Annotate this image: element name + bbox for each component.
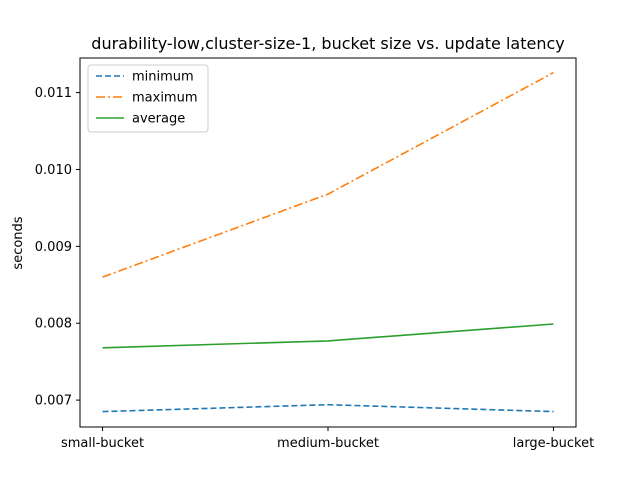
y-tick-label: 0.009: [35, 240, 72, 255]
series-line-minimum: [102, 403, 554, 413]
legend-label-maximum: maximum: [132, 91, 198, 106]
series-line-average: [102, 323, 554, 349]
x-tick-label: large-bucket: [513, 436, 594, 451]
axes-layer: small-bucket medium-bucket large-bucket 0.0…: [35, 57, 594, 451]
y-axis-label: seconds: [11, 216, 26, 269]
legend-box: [87, 64, 209, 133]
x-tick-label: small-bucket: [61, 436, 144, 451]
chart-title: durability-low,cluster-size-1, bucket si…: [91, 34, 564, 53]
legend-label-average: average: [132, 112, 185, 127]
y-tick-label: 0.010: [35, 163, 72, 178]
legend-label-minimum: minimum: [132, 70, 194, 85]
series-line-maximum: [102, 71, 554, 278]
series-layer: [102, 71, 554, 413]
y-tick-label: 0.011: [35, 86, 72, 101]
y-tick-label: 0.008: [35, 317, 72, 332]
legend: minimum maximum average: [87, 64, 209, 133]
y-tick-label: 0.007: [35, 394, 72, 409]
x-tick-label: medium-bucket: [277, 436, 379, 451]
